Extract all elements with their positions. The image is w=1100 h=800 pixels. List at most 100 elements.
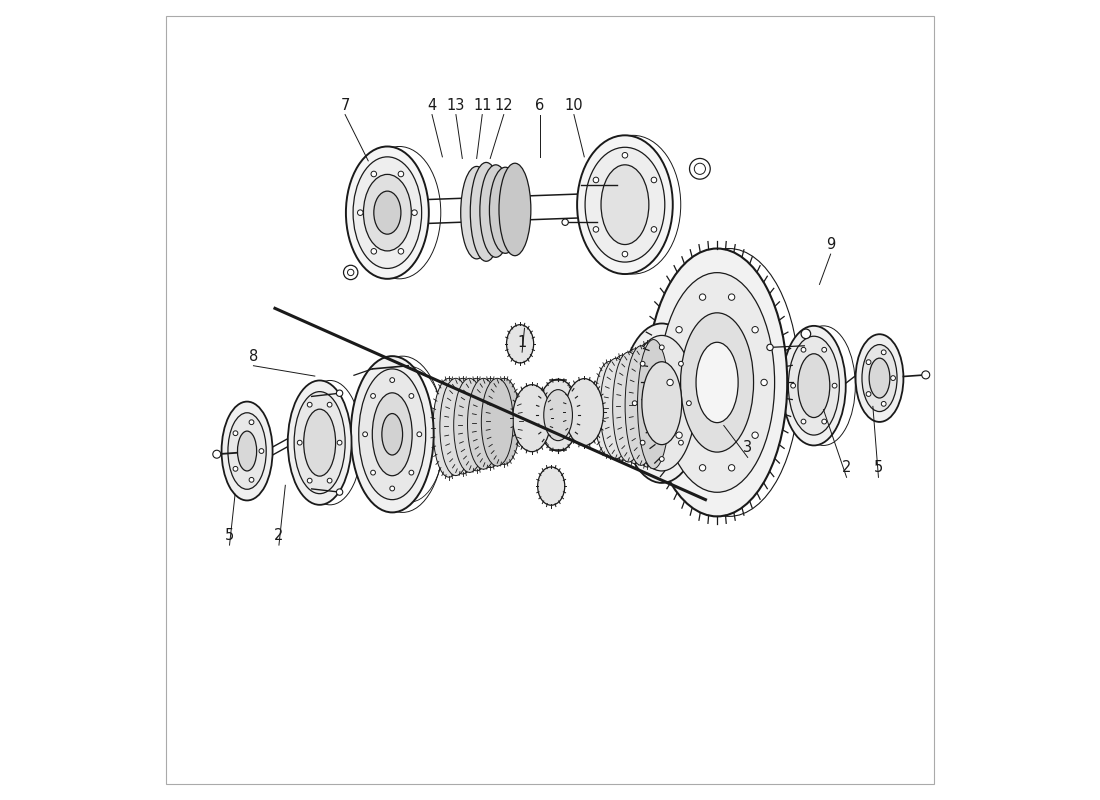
Circle shape xyxy=(761,379,768,386)
Ellipse shape xyxy=(482,378,514,466)
Ellipse shape xyxy=(304,409,336,476)
Text: 2: 2 xyxy=(274,528,284,543)
Ellipse shape xyxy=(782,326,846,446)
Ellipse shape xyxy=(461,166,493,259)
Circle shape xyxy=(398,171,404,177)
Ellipse shape xyxy=(619,349,651,464)
Circle shape xyxy=(371,249,376,254)
Text: 10: 10 xyxy=(564,98,583,113)
Ellipse shape xyxy=(625,346,657,466)
Text: 6: 6 xyxy=(535,98,544,113)
Circle shape xyxy=(801,329,811,338)
Circle shape xyxy=(562,219,569,226)
Circle shape xyxy=(371,171,376,177)
Circle shape xyxy=(327,402,332,407)
Circle shape xyxy=(371,470,375,475)
Ellipse shape xyxy=(506,325,534,363)
Ellipse shape xyxy=(538,379,579,451)
Circle shape xyxy=(700,465,706,471)
Circle shape xyxy=(881,350,887,354)
Circle shape xyxy=(338,440,342,445)
Circle shape xyxy=(398,249,404,254)
Circle shape xyxy=(767,344,773,350)
Circle shape xyxy=(667,379,673,386)
Circle shape xyxy=(233,466,238,471)
Circle shape xyxy=(623,153,628,158)
Ellipse shape xyxy=(613,352,645,462)
Circle shape xyxy=(337,390,343,397)
Circle shape xyxy=(822,419,826,424)
Ellipse shape xyxy=(228,413,266,490)
Circle shape xyxy=(389,486,395,491)
Ellipse shape xyxy=(353,157,421,269)
Ellipse shape xyxy=(499,163,531,256)
Text: 4: 4 xyxy=(428,98,437,113)
Ellipse shape xyxy=(513,385,551,452)
Ellipse shape xyxy=(606,355,638,460)
Circle shape xyxy=(791,383,795,388)
Circle shape xyxy=(679,440,683,445)
Circle shape xyxy=(358,210,363,215)
Circle shape xyxy=(409,394,414,398)
Ellipse shape xyxy=(382,414,403,455)
Circle shape xyxy=(389,378,395,382)
Circle shape xyxy=(417,432,421,437)
Ellipse shape xyxy=(620,323,703,483)
Ellipse shape xyxy=(585,147,664,262)
Circle shape xyxy=(659,345,664,350)
Ellipse shape xyxy=(601,165,649,245)
Ellipse shape xyxy=(471,162,503,262)
Text: 2: 2 xyxy=(842,460,851,475)
Ellipse shape xyxy=(221,402,273,501)
Ellipse shape xyxy=(461,378,493,470)
Circle shape xyxy=(640,362,645,366)
Ellipse shape xyxy=(480,165,512,258)
Circle shape xyxy=(675,432,682,438)
Ellipse shape xyxy=(594,362,626,457)
Circle shape xyxy=(343,266,358,280)
Text: 8: 8 xyxy=(249,349,258,364)
Ellipse shape xyxy=(440,378,472,475)
Ellipse shape xyxy=(856,334,903,422)
Text: 5: 5 xyxy=(873,460,883,475)
Ellipse shape xyxy=(681,313,754,452)
Text: 12: 12 xyxy=(494,98,513,113)
Circle shape xyxy=(690,158,711,179)
Ellipse shape xyxy=(453,378,485,472)
Ellipse shape xyxy=(447,378,478,474)
Text: 13: 13 xyxy=(447,98,465,113)
Circle shape xyxy=(686,401,691,406)
Ellipse shape xyxy=(642,362,682,445)
Circle shape xyxy=(891,376,895,381)
Ellipse shape xyxy=(601,358,632,458)
Ellipse shape xyxy=(565,378,604,446)
Circle shape xyxy=(651,177,657,182)
Circle shape xyxy=(659,457,664,462)
Ellipse shape xyxy=(628,335,695,471)
Circle shape xyxy=(728,294,735,300)
Text: 5: 5 xyxy=(224,528,234,543)
Text: 9: 9 xyxy=(826,237,835,252)
Ellipse shape xyxy=(374,191,400,234)
Circle shape xyxy=(258,449,264,454)
Circle shape xyxy=(233,431,238,436)
Ellipse shape xyxy=(638,339,670,469)
Circle shape xyxy=(752,432,758,438)
Ellipse shape xyxy=(488,378,520,465)
Circle shape xyxy=(881,402,887,406)
Ellipse shape xyxy=(474,378,506,468)
Circle shape xyxy=(297,440,302,445)
Ellipse shape xyxy=(363,174,411,251)
Circle shape xyxy=(866,360,871,365)
Circle shape xyxy=(409,470,414,475)
Circle shape xyxy=(801,419,806,424)
Circle shape xyxy=(728,465,735,471)
Circle shape xyxy=(833,383,837,388)
Ellipse shape xyxy=(372,393,412,476)
Ellipse shape xyxy=(538,467,564,506)
Circle shape xyxy=(307,478,312,483)
Text: 7: 7 xyxy=(340,98,350,113)
Circle shape xyxy=(249,478,254,482)
Ellipse shape xyxy=(578,135,673,274)
Ellipse shape xyxy=(631,342,663,467)
